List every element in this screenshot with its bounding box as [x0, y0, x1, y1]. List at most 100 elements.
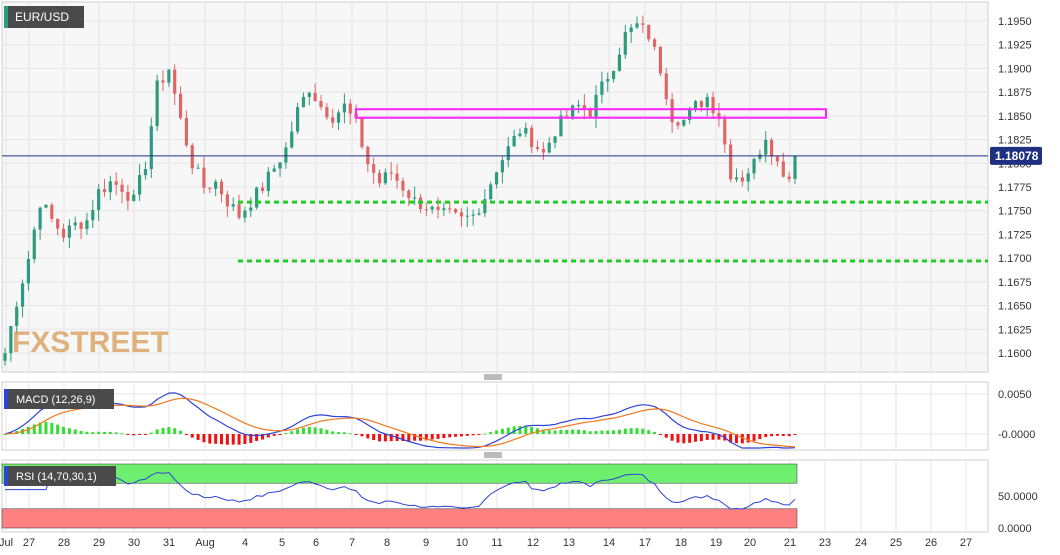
- symbol-label-bg: [4, 6, 84, 28]
- macd-hist-bar: [50, 422, 54, 434]
- macd-hist-bar: [67, 428, 71, 434]
- candle: [237, 194, 241, 220]
- macd-y-tick: -0.0000: [998, 429, 1035, 441]
- candle: [44, 204, 48, 209]
- candle-body: [512, 135, 516, 147]
- candle-body: [26, 259, 31, 284]
- candle-body: [559, 115, 563, 137]
- candle: [395, 164, 399, 189]
- macd-hist-bar: [506, 427, 510, 434]
- candle-body: [15, 306, 19, 327]
- macd-label[interactable]: MACD (12,26,9): [4, 389, 114, 409]
- candle-body: [453, 208, 458, 213]
- candle-body: [676, 122, 680, 126]
- candle-body: [699, 101, 703, 107]
- y-tick-label: 1.1750: [998, 206, 1032, 218]
- candle-body: [729, 144, 733, 180]
- macd-hist-bar: [600, 430, 604, 434]
- y-tick-label: 1.1625: [998, 324, 1032, 336]
- symbol-label[interactable]: EUR/USD: [4, 6, 84, 28]
- rsi-y-tick: 50.0000: [998, 491, 1038, 503]
- candle: [600, 71, 604, 104]
- macd-hist-bar: [97, 431, 101, 434]
- macd-hist-bar: [459, 434, 463, 437]
- candle-body: [489, 184, 493, 200]
- candle-body: [611, 70, 616, 80]
- macd-hist-bar: [688, 434, 692, 443]
- y-tick-label: 1.1925: [998, 40, 1032, 52]
- candle-body: [793, 155, 797, 179]
- macd-hist-bar: [752, 434, 756, 441]
- macd-hist-bar: [225, 434, 229, 445]
- candle-body: [190, 145, 194, 169]
- candle: [301, 92, 306, 108]
- macd-hist-bar: [787, 434, 791, 437]
- candle: [342, 93, 347, 124]
- macd-hist-bar: [3, 434, 7, 435]
- macd-hist-bar: [155, 429, 159, 434]
- candle-body: [155, 80, 159, 127]
- candle-body: [734, 177, 739, 180]
- candle-body: [202, 167, 206, 188]
- candle-body: [430, 206, 434, 210]
- panel-resize-handle[interactable]: [484, 452, 502, 458]
- macd-hist-bar: [471, 434, 475, 436]
- macd-hist-bar: [436, 434, 440, 439]
- panel-resize-handle[interactable]: [484, 374, 502, 380]
- symbol-label-accent: [4, 6, 8, 28]
- signal-line: [4, 397, 796, 448]
- candle: [319, 94, 323, 111]
- candle-body: [219, 181, 224, 195]
- macd-hist-bar: [290, 431, 294, 434]
- current-price-text: 1.18078: [995, 149, 1039, 163]
- candle-body: [143, 169, 148, 176]
- candle: [102, 179, 107, 197]
- candle: [331, 108, 335, 129]
- candle: [97, 183, 101, 222]
- y-tick-label: 1.1875: [998, 87, 1032, 99]
- macd-hist-bar: [629, 428, 633, 434]
- candle: [430, 205, 434, 214]
- candle-body: [20, 283, 25, 307]
- candle: [459, 208, 464, 227]
- candle: [611, 70, 616, 83]
- macd-hist-bar: [354, 434, 358, 435]
- candle-body: [407, 190, 411, 199]
- candle-body: [518, 133, 522, 136]
- candle-body: [255, 187, 259, 208]
- macd-hist-bar: [126, 434, 130, 435]
- candle-body: [32, 229, 36, 260]
- candle: [208, 187, 212, 194]
- rsi-label[interactable]: RSI (14,70,30,1): [4, 466, 116, 486]
- candle: [278, 161, 282, 177]
- candle-body: [61, 228, 66, 238]
- candle-body: [173, 69, 177, 94]
- candle: [594, 85, 598, 129]
- macd-hist-bar: [694, 434, 698, 442]
- y-tick-label: 1.1775: [998, 182, 1032, 194]
- candle-body: [44, 204, 48, 208]
- macd-hist-bar: [617, 429, 621, 434]
- candle-body: [102, 189, 107, 193]
- candle: [372, 157, 376, 184]
- x-tick-label: 20: [744, 537, 756, 549]
- candle-body: [319, 101, 323, 108]
- candle: [120, 178, 124, 204]
- candle: [723, 115, 727, 153]
- candle: [161, 70, 165, 91]
- candle: [623, 24, 627, 59]
- candle: [313, 83, 317, 102]
- candle-body: [606, 79, 610, 82]
- candle: [682, 119, 686, 128]
- x-tick-label: 8: [384, 537, 390, 549]
- candle: [705, 93, 709, 117]
- candle: [407, 189, 411, 207]
- macd-hist-bar: [161, 427, 165, 434]
- candle-body: [120, 184, 124, 192]
- x-tick-label: 14: [603, 537, 615, 549]
- macd-hist-bar: [260, 434, 264, 440]
- candle: [746, 168, 750, 192]
- candle: [775, 155, 780, 167]
- candle: [635, 16, 639, 30]
